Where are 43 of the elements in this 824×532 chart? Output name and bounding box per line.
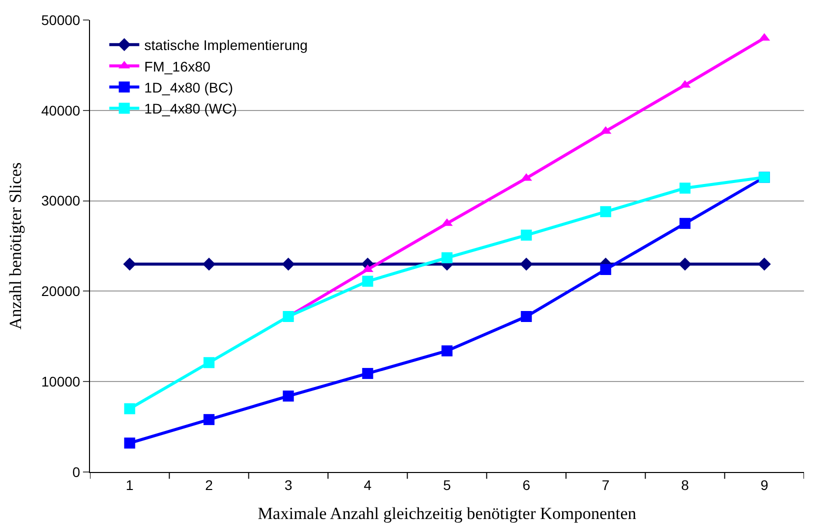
point [600,264,612,275]
point [204,357,214,368]
x-tick-label: 8 [681,476,690,493]
point [282,390,294,402]
point [600,206,612,218]
x-tick-label: 5 [443,476,452,493]
point [204,414,214,426]
point [362,368,374,379]
y-tick-label: 50000 [41,12,80,28]
y-axis-title: Anzahl benötigter Slices [6,162,25,330]
point [202,258,216,271]
point [124,403,136,414]
point [520,311,532,322]
point [680,182,690,194]
point [442,345,452,356]
point [124,438,136,449]
point [282,258,295,271]
legend-label: 1D_4x80 (WC) [144,100,237,117]
y-tick-label: 20000 [41,283,80,300]
y-tick-label: 40000 [41,102,80,118]
y-tick-label: 30000 [41,192,80,209]
x-axis-title: Maximale Anzahl gleichzeitig benötigter Komponenten [258,504,637,524]
y-tick-label: 10000 [41,374,80,390]
y-tick-label: 0 [72,464,80,480]
x-tick-label: 9 [760,476,768,493]
legend-label: 1D_4x80 (BC) [144,80,233,96]
x-tick-label: 7 [602,476,610,493]
legend-label: statische Implementierung [144,37,308,54]
point [123,258,136,271]
legend-label: FM_16x80 [144,58,211,74]
x-tick-label: 6 [522,476,530,493]
point [758,258,771,271]
point [362,276,374,287]
x-tick-label: 3 [284,476,292,493]
point [678,258,692,271]
x-tick-label: 4 [364,476,372,493]
x-tick-label: 1 [126,476,134,493]
point [442,252,452,264]
point [680,218,690,229]
point [520,230,532,241]
point [520,258,533,271]
point [282,311,294,322]
x-tick-label: 2 [205,476,214,493]
